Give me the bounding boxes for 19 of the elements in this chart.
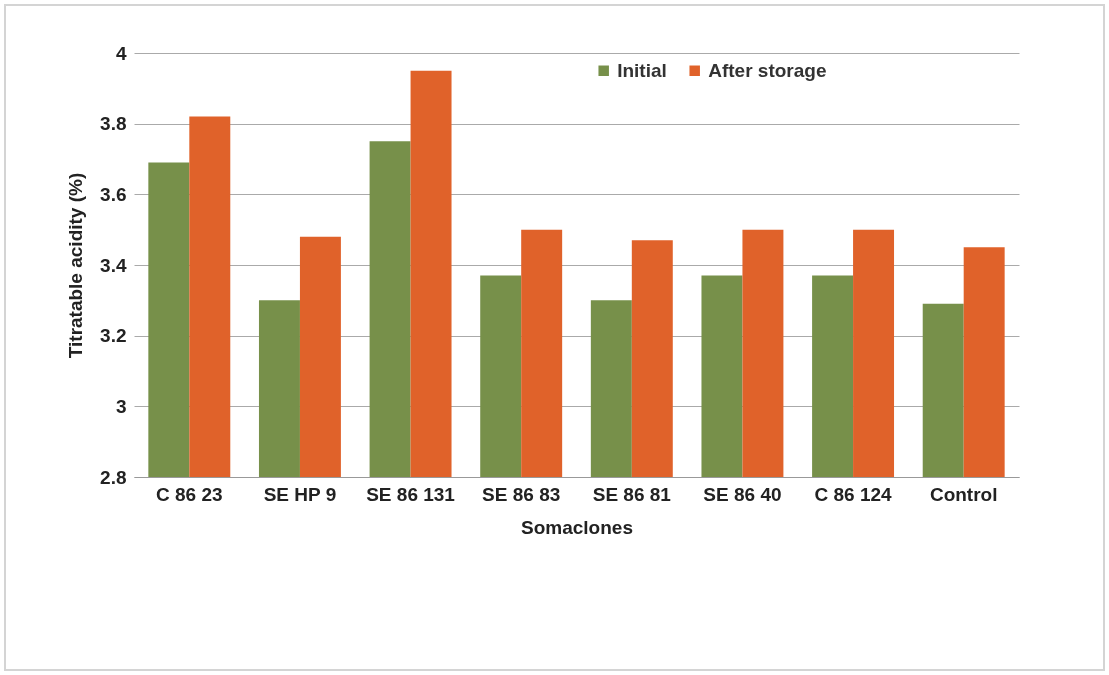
x-tick-label: SE 86 131	[366, 483, 456, 505]
y-tick-label: 3.6	[100, 183, 127, 205]
y-tick-label: 3.8	[100, 113, 127, 135]
legend-label: After storage	[708, 59, 827, 81]
x-tick-label: Control	[929, 483, 998, 505]
x-tick-label: SE 86 40	[703, 483, 782, 505]
y-tick-label: 2.8	[100, 466, 127, 488]
y-tick-label: 4	[115, 42, 127, 64]
legend-label: Initial	[617, 59, 667, 81]
y-tick-label: 3.4	[100, 254, 127, 276]
y-axis-title: Titratable acidity (%)	[65, 172, 87, 359]
y-tick-label: 3	[115, 395, 127, 417]
x-axis-title: Somaclones	[521, 516, 633, 538]
x-tick-label: SE HP 9	[263, 483, 337, 505]
x-tick-label: C 86 23	[156, 483, 223, 505]
y-tick-label: 3.2	[100, 325, 127, 347]
x-tick-label: SE 86 81	[592, 483, 672, 505]
x-tick-label: SE 86 83	[482, 483, 561, 505]
x-tick-label: C 86 124	[814, 483, 893, 505]
